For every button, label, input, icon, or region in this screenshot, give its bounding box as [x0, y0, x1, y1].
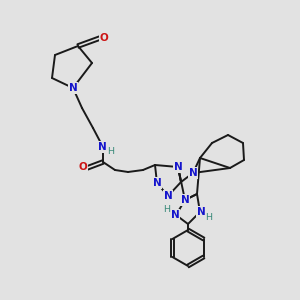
Text: N: N [196, 207, 206, 217]
Text: H: H [206, 212, 212, 221]
Text: O: O [100, 33, 108, 43]
Text: N: N [153, 178, 161, 188]
Text: N: N [98, 142, 106, 152]
Text: N: N [171, 210, 179, 220]
Text: O: O [79, 162, 87, 172]
Text: N: N [174, 162, 182, 172]
Text: N: N [189, 168, 197, 178]
Text: N: N [164, 191, 172, 201]
Text: N: N [69, 83, 77, 93]
Text: H: H [164, 206, 170, 214]
Text: H: H [107, 148, 115, 157]
Text: N: N [181, 195, 189, 205]
